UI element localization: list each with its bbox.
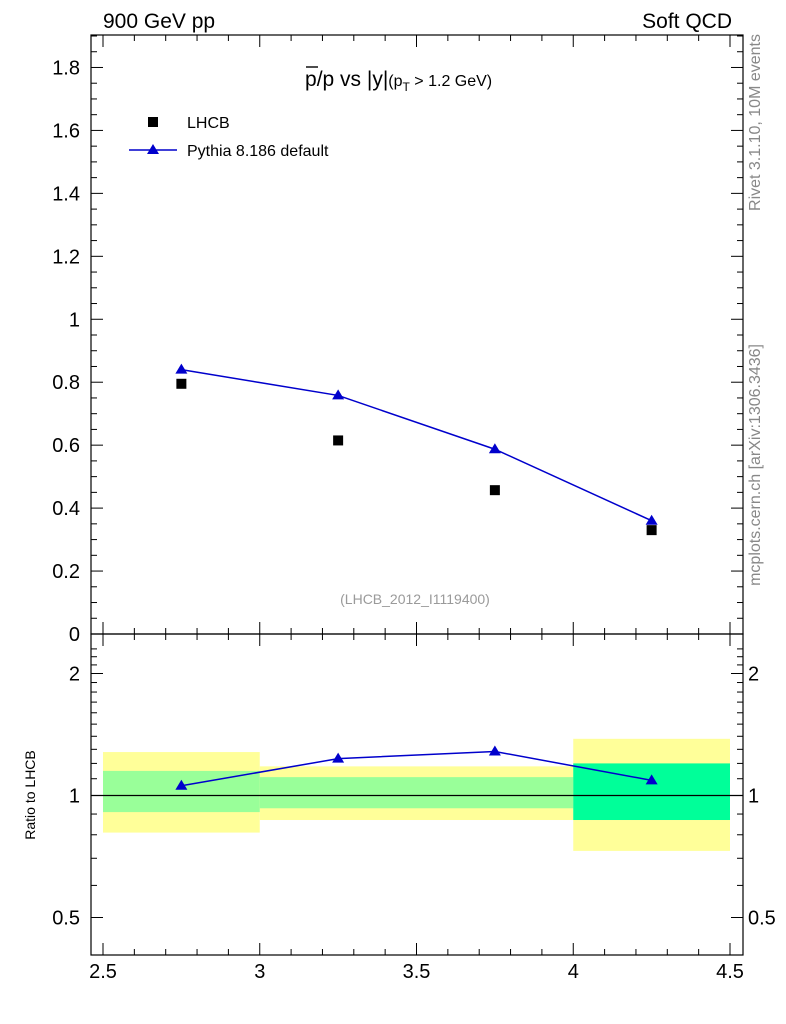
rivet-label: Rivet 3.1.10, 10M events: [747, 34, 764, 211]
ratio-ytick-label-left: 2: [69, 664, 80, 686]
main-ytick-label: 0.2: [52, 561, 80, 583]
ratio-stat-band-3: [573, 763, 730, 821]
title-condition-end: > 1.2 GeV): [410, 73, 492, 90]
ratio-pythia-line: [181, 750, 652, 787]
main-ytick-label: 1.4: [52, 183, 80, 205]
ratio-series: [91, 745, 743, 797]
pythia-point: [488, 443, 501, 454]
ratio-ytick-label-left: 0.5: [52, 908, 80, 930]
legend-lhcb-label: LHCB: [187, 115, 230, 132]
main-ytick-label: 0: [69, 624, 80, 646]
header-right: Soft QCD: [642, 10, 732, 33]
main-plot-title: p/p vs |y|(pT > 1.2 GeV): [305, 68, 492, 94]
ratio-uncertainty-bands: [103, 738, 730, 851]
pythia-point: [332, 389, 345, 400]
legend-pythia-label: Pythia 8.186 default: [187, 143, 329, 160]
title-main: /p vs |y|: [317, 68, 389, 91]
ratio-pythia-point: [645, 774, 658, 785]
mcplots-label: mcplots.cern.ch [arXiv:1306.3436]: [747, 344, 764, 586]
main-ytick-label: 0.4: [52, 498, 80, 520]
main-series: [175, 363, 658, 536]
main-ytick-label: 1.6: [52, 120, 80, 142]
title-pbar: p: [305, 68, 317, 91]
ratio-stat-band-1: [259, 777, 417, 809]
lhcb-data-point: [176, 378, 187, 389]
ratio-ytick-label-right: 2: [748, 664, 759, 686]
title-condition-sub: T: [403, 80, 411, 94]
ratio-xtick-label: 3.5: [403, 961, 431, 983]
lhcb-data-point: [489, 485, 500, 496]
pythia-point: [645, 514, 658, 525]
lhcb-data-point: [333, 435, 344, 446]
ratio-xtick-label: 3: [254, 961, 265, 983]
ratio-pythia-point: [175, 779, 188, 790]
ratio-pythia-point: [332, 752, 345, 763]
ratio-ytick-label-left: 1: [69, 786, 80, 808]
main-ytick-label: 1.8: [52, 57, 80, 79]
main-ytick-label: 1.2: [52, 246, 80, 268]
lhcb-data-point: [646, 525, 657, 536]
pythia-line: [181, 368, 652, 522]
header-left: 900 GeV pp: [103, 10, 215, 33]
main-ytick-label: 0.8: [52, 372, 80, 394]
main-ytick-label: 1: [69, 309, 80, 331]
legend: LHCB Pythia 8.186 default: [129, 115, 329, 160]
axes: 0 0.2 0.4 0.6 0.8 1 1.2 1.4 1.6 1.8 2.5 3 3.5 4 4.5 0.5…: [52, 34, 776, 983]
ratio-ylabel: Ratio to LHCB: [22, 750, 38, 839]
ratio-xtick-label: 4: [568, 961, 579, 983]
ratio-ytick-label-right: 0.5: [748, 908, 776, 930]
title-condition: (p: [388, 73, 402, 90]
main-ytick-label: 0.6: [52, 435, 80, 457]
reference-code: (LHCB_2012_I1119400): [340, 591, 490, 607]
pythia-point: [175, 363, 188, 374]
ratio-xtick-label: 4.5: [716, 961, 744, 983]
ratio-ytick-label-right: 1: [748, 786, 759, 808]
ratio-stat-band-0: [103, 770, 260, 813]
legend-pythia-marker: [147, 144, 159, 154]
legend-lhcb-marker: [148, 117, 158, 127]
ratio-xtick-label: 2.5: [89, 961, 117, 983]
ratio-pythia-point: [488, 745, 501, 756]
ratio-stat-band-2: [416, 777, 574, 809]
